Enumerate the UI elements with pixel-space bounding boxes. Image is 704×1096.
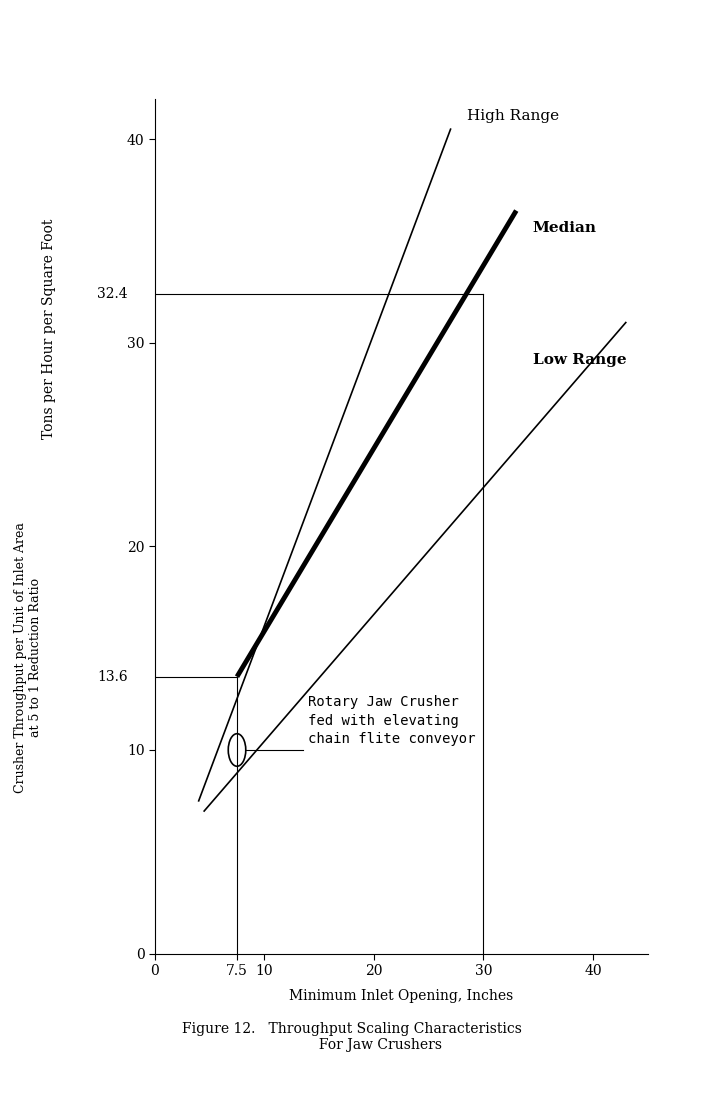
Text: Median: Median: [533, 220, 597, 235]
X-axis label: Minimum Inlet Opening, Inches: Minimum Inlet Opening, Inches: [289, 989, 513, 1003]
Text: Low Range: Low Range: [533, 353, 627, 367]
Text: Figure 12.   Throughput Scaling Characteristics
             For Jaw Crushers: Figure 12. Throughput Scaling Characteri…: [182, 1021, 522, 1052]
Text: Rotary Jaw Crusher
fed with elevating
chain flite conveyor: Rotary Jaw Crusher fed with elevating ch…: [308, 695, 476, 746]
Text: Tons per Hour per Square Foot: Tons per Hour per Square Foot: [42, 218, 56, 439]
Text: 32.4: 32.4: [97, 287, 127, 301]
Text: 13.6: 13.6: [97, 670, 127, 684]
Text: Crusher Throughput per Unit of Inlet Area
at 5 to 1 Reduction Ratio: Crusher Throughput per Unit of Inlet Are…: [14, 522, 42, 794]
Text: High Range: High Range: [467, 109, 559, 123]
